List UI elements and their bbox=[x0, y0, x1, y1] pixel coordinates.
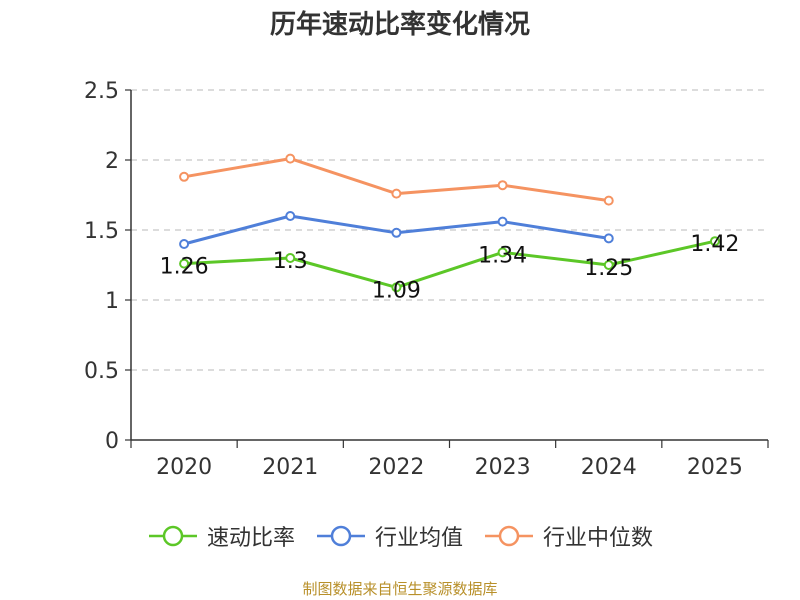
x-tick-label: 2020 bbox=[156, 455, 212, 480]
y-tick-label: 2.5 bbox=[84, 79, 119, 104]
x-tick-label: 2024 bbox=[581, 455, 637, 480]
data-label: 1.3 bbox=[273, 249, 308, 274]
data-point bbox=[391, 188, 402, 199]
y-tick-label: 2 bbox=[105, 149, 119, 174]
legend-label: 行业均值 bbox=[374, 526, 463, 551]
source-note: 制图数据来自恒生聚源数据库 bbox=[302, 580, 498, 598]
legend-item[interactable]: 行业中位数 bbox=[483, 520, 653, 552]
data-point bbox=[285, 153, 296, 164]
axes: 0 0.5 1 1.5 2 2.5 2020 2021 2022 2023 2024 2025 bbox=[84, 79, 769, 480]
data-point bbox=[391, 282, 402, 293]
legend-swatch-icon bbox=[148, 525, 197, 547]
data-point bbox=[497, 180, 508, 191]
data-label: 1.42 bbox=[690, 232, 739, 257]
x-tick-label: 2022 bbox=[368, 455, 424, 480]
y-tick-label: 0.5 bbox=[84, 359, 119, 384]
x-tick-label: 2025 bbox=[687, 455, 743, 480]
data-point bbox=[603, 233, 614, 244]
data-labels: 1.26 1.3 1.09 1.34 1.25 1.42 bbox=[160, 232, 740, 303]
series-group bbox=[179, 153, 720, 293]
legend: 速动比率 行业均值 行业中位数 bbox=[0, 520, 800, 552]
x-tick-label: 2023 bbox=[475, 455, 531, 480]
x-tick-label: 2021 bbox=[262, 455, 318, 480]
grid-lines bbox=[131, 89, 768, 371]
data-point bbox=[285, 253, 296, 263]
data-point bbox=[603, 260, 614, 270]
data-point bbox=[603, 195, 614, 206]
series-line bbox=[184, 239, 716, 289]
data-label: 1.26 bbox=[160, 255, 209, 280]
y-tick-label: 1.5 bbox=[84, 219, 119, 244]
chart-title: 历年速动比率变化情况 bbox=[269, 10, 530, 40]
data-point bbox=[285, 211, 296, 221]
legend-swatch-icon bbox=[485, 525, 533, 547]
data-label: 1.25 bbox=[584, 256, 633, 281]
y-tick-label: 1 bbox=[105, 289, 119, 314]
legend-swatch-icon bbox=[316, 525, 365, 547]
legend-item[interactable]: 行业均值 bbox=[315, 520, 463, 552]
data-label: 1.34 bbox=[478, 243, 527, 268]
data-point bbox=[497, 216, 508, 227]
data-label: 1.09 bbox=[372, 278, 421, 303]
data-point bbox=[709, 236, 720, 247]
data-point bbox=[391, 227, 402, 238]
legend-label: 速动比率 bbox=[206, 526, 295, 551]
y-tick-label: 0 bbox=[105, 429, 119, 454]
legend-item[interactable]: 速动比率 bbox=[147, 520, 295, 552]
data-point bbox=[179, 258, 190, 269]
data-point bbox=[179, 171, 190, 182]
data-point bbox=[497, 247, 508, 258]
data-point bbox=[179, 239, 190, 249]
legend-label: 行业中位数 bbox=[543, 526, 654, 551]
